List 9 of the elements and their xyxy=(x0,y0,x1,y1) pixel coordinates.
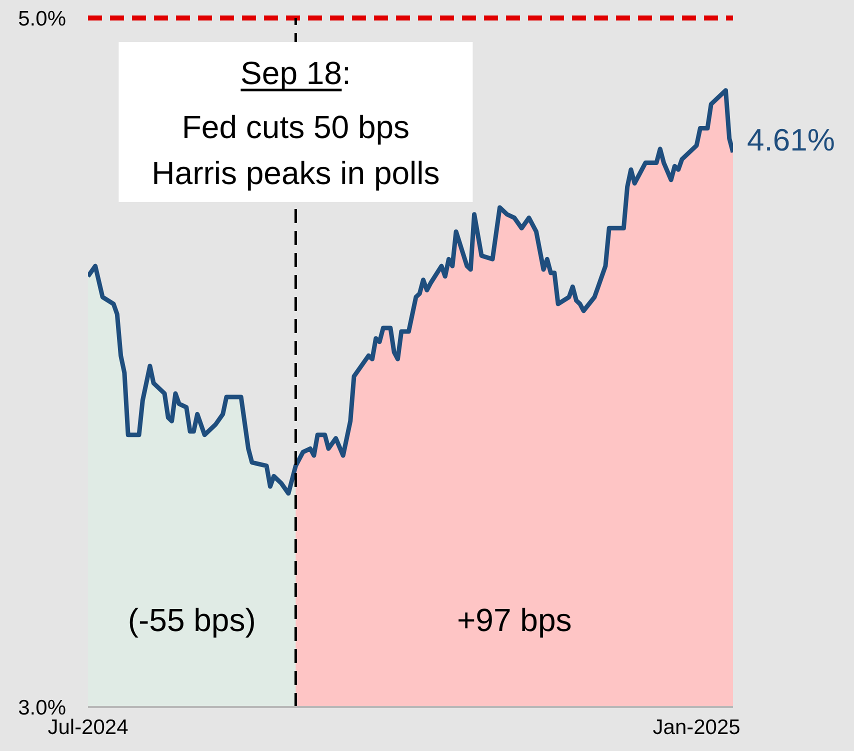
annotation: 4.61% xyxy=(747,122,835,158)
x-tick-label: Jan-2025 xyxy=(652,716,740,739)
y-tick-label: 5.0% xyxy=(18,7,66,30)
annotation: Fed cuts 50 bps xyxy=(182,109,410,145)
line-series xyxy=(88,88,733,496)
band-label: (-55 bps) xyxy=(128,602,256,638)
band-label: +97 bps xyxy=(456,602,572,638)
ref-line-label: Sep 18: xyxy=(240,55,351,91)
annotation: Harris peaks in polls xyxy=(152,155,440,191)
